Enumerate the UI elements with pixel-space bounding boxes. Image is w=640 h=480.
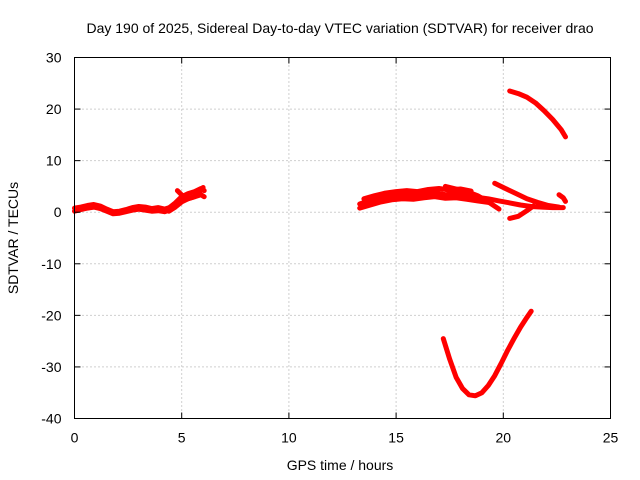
series-line-track-2b [357,194,491,211]
y-tick-label: -30 [41,359,61,375]
y-tick-label: 30 [46,50,62,66]
series-line-track-2e [492,180,562,210]
series-line-track-4 [440,308,534,399]
x-tick-label: 20 [496,430,512,446]
series-line-track-1e [174,185,206,202]
series-layer [72,88,568,399]
y-tick-label: 0 [54,204,62,220]
x-tick-label: 5 [178,430,186,446]
axis-ticks: 0 5 10 15 20 25 -40 -30 -20 -10 0 10 20 30 [41,50,618,446]
x-tick-label: 25 [603,430,619,446]
series-line-track-2d [442,183,502,212]
y-tick-label: 20 [46,101,62,117]
series-line-track-3 [507,88,568,140]
series-line-track-2f [507,203,536,221]
plot-frame [74,57,611,419]
x-tick-label: 15 [388,430,404,446]
chart-title: Day 190 of 2025, Sidereal Day-to-day VTE… [86,20,593,36]
x-tick-label: 0 [71,430,79,446]
y-tick-label: 10 [46,153,62,169]
x-tick-label: 10 [281,430,297,446]
grid [74,57,611,419]
y-tick-label: -20 [41,307,61,323]
y-tick-label: -10 [41,256,61,272]
y-axis-label: SDTVAR / TECUs [5,182,21,294]
x-axis-label: GPS time / hours [287,457,394,473]
y-tick-label: -40 [41,411,61,427]
series-line-track-1b [72,204,174,217]
series-line-track-2g [556,192,568,204]
